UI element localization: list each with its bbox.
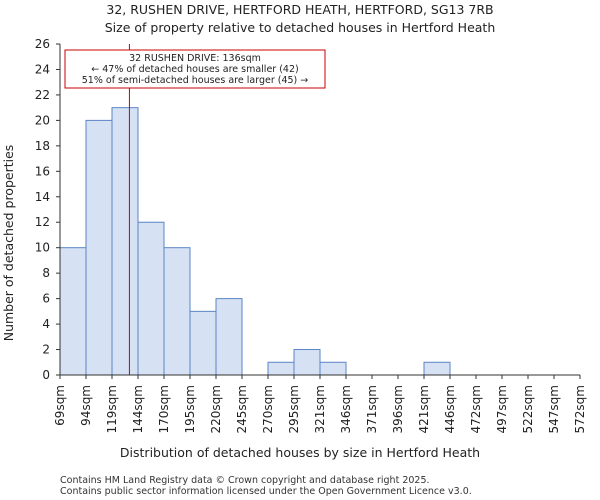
bar-421sqm bbox=[423, 361, 451, 376]
x-tick-label: 69sqm bbox=[53, 385, 67, 426]
y-tick-label: 18 bbox=[35, 139, 50, 153]
bar-195sqm bbox=[189, 310, 217, 376]
x-tick-label: 522sqm bbox=[521, 385, 535, 433]
x-axis-label: Distribution of detached houses by size … bbox=[120, 445, 480, 460]
y-tick-label: 26 bbox=[35, 37, 50, 51]
bar-170sqm bbox=[163, 247, 191, 376]
y-tick-label: 4 bbox=[42, 317, 50, 331]
y-tick-label: 16 bbox=[35, 164, 50, 178]
x-tick-label: 321sqm bbox=[313, 385, 327, 433]
x-tick-label: 446sqm bbox=[443, 385, 457, 433]
bars bbox=[59, 107, 451, 376]
x-tick-label: 547sqm bbox=[547, 385, 561, 433]
bar-144sqm bbox=[137, 221, 165, 376]
annotation-line-3: 51% of semi-detached houses are larger (… bbox=[82, 75, 309, 86]
y-tick-label: 24 bbox=[35, 62, 50, 76]
x-tick-label: 245sqm bbox=[235, 385, 249, 433]
x-tick-label: 371sqm bbox=[365, 385, 379, 433]
x-tick-label: 421sqm bbox=[417, 385, 431, 433]
y-tick-label: 10 bbox=[35, 241, 50, 255]
x-tick-label: 346sqm bbox=[339, 385, 353, 433]
bar-321sqm bbox=[319, 361, 347, 376]
y-tick-label: 6 bbox=[42, 292, 50, 306]
y-tick-label: 8 bbox=[42, 266, 50, 280]
bar-220sqm bbox=[215, 298, 243, 376]
bar-119sqm bbox=[111, 107, 139, 376]
bar-94sqm bbox=[85, 119, 113, 376]
y-tick-label: 2 bbox=[42, 343, 50, 357]
x-tick-label: 472sqm bbox=[469, 385, 483, 433]
y-tick-label: 20 bbox=[35, 113, 50, 127]
x-tick-label: 572sqm bbox=[573, 385, 587, 433]
annotation: 32 RUSHEN DRIVE: 136sqm ← 47% of detache… bbox=[64, 49, 326, 89]
footer-line-2: Contains public sector information licen… bbox=[60, 486, 472, 497]
x-tick-label: 144sqm bbox=[131, 385, 145, 433]
y-axis-label: Number of detached properties bbox=[1, 145, 16, 342]
x-tick-label: 295sqm bbox=[287, 385, 301, 433]
x-ticks: 69sqm 94sqm 119sqm 144sqm 170sqm 195sqm 220sqm… bbox=[53, 375, 587, 433]
x-tick-label: 396sqm bbox=[391, 385, 405, 433]
annotation-box bbox=[64, 49, 326, 89]
y-tick-label: 0 bbox=[42, 368, 50, 382]
chart-subtitle: Size of property relative to detached ho… bbox=[105, 20, 496, 35]
x-tick-label: 195sqm bbox=[183, 385, 197, 433]
x-tick-label: 497sqm bbox=[495, 385, 509, 433]
x-tick-label: 94sqm bbox=[79, 385, 93, 426]
bar-69sqm bbox=[59, 247, 87, 376]
y-tick-label: 14 bbox=[35, 190, 50, 204]
bar-295sqm bbox=[293, 349, 321, 376]
x-tick-label: 270sqm bbox=[261, 385, 275, 433]
chart-title: 32, RUSHEN DRIVE, HERTFORD HEATH, HERTFO… bbox=[106, 2, 493, 17]
y-tick-label: 12 bbox=[35, 215, 50, 229]
annotation-line-2: ← 47% of detached houses are smaller (42… bbox=[91, 64, 298, 75]
x-tick-label: 170sqm bbox=[157, 385, 171, 433]
x-tick-label: 220sqm bbox=[209, 385, 223, 433]
bar-270sqm bbox=[267, 361, 295, 376]
x-tick-label: 119sqm bbox=[105, 385, 119, 433]
footer-line-1: Contains HM Land Registry data © Crown c… bbox=[60, 475, 430, 486]
annotation-line-1: 32 RUSHEN DRIVE: 136sqm bbox=[129, 53, 261, 64]
y-tick-label: 22 bbox=[35, 88, 50, 102]
